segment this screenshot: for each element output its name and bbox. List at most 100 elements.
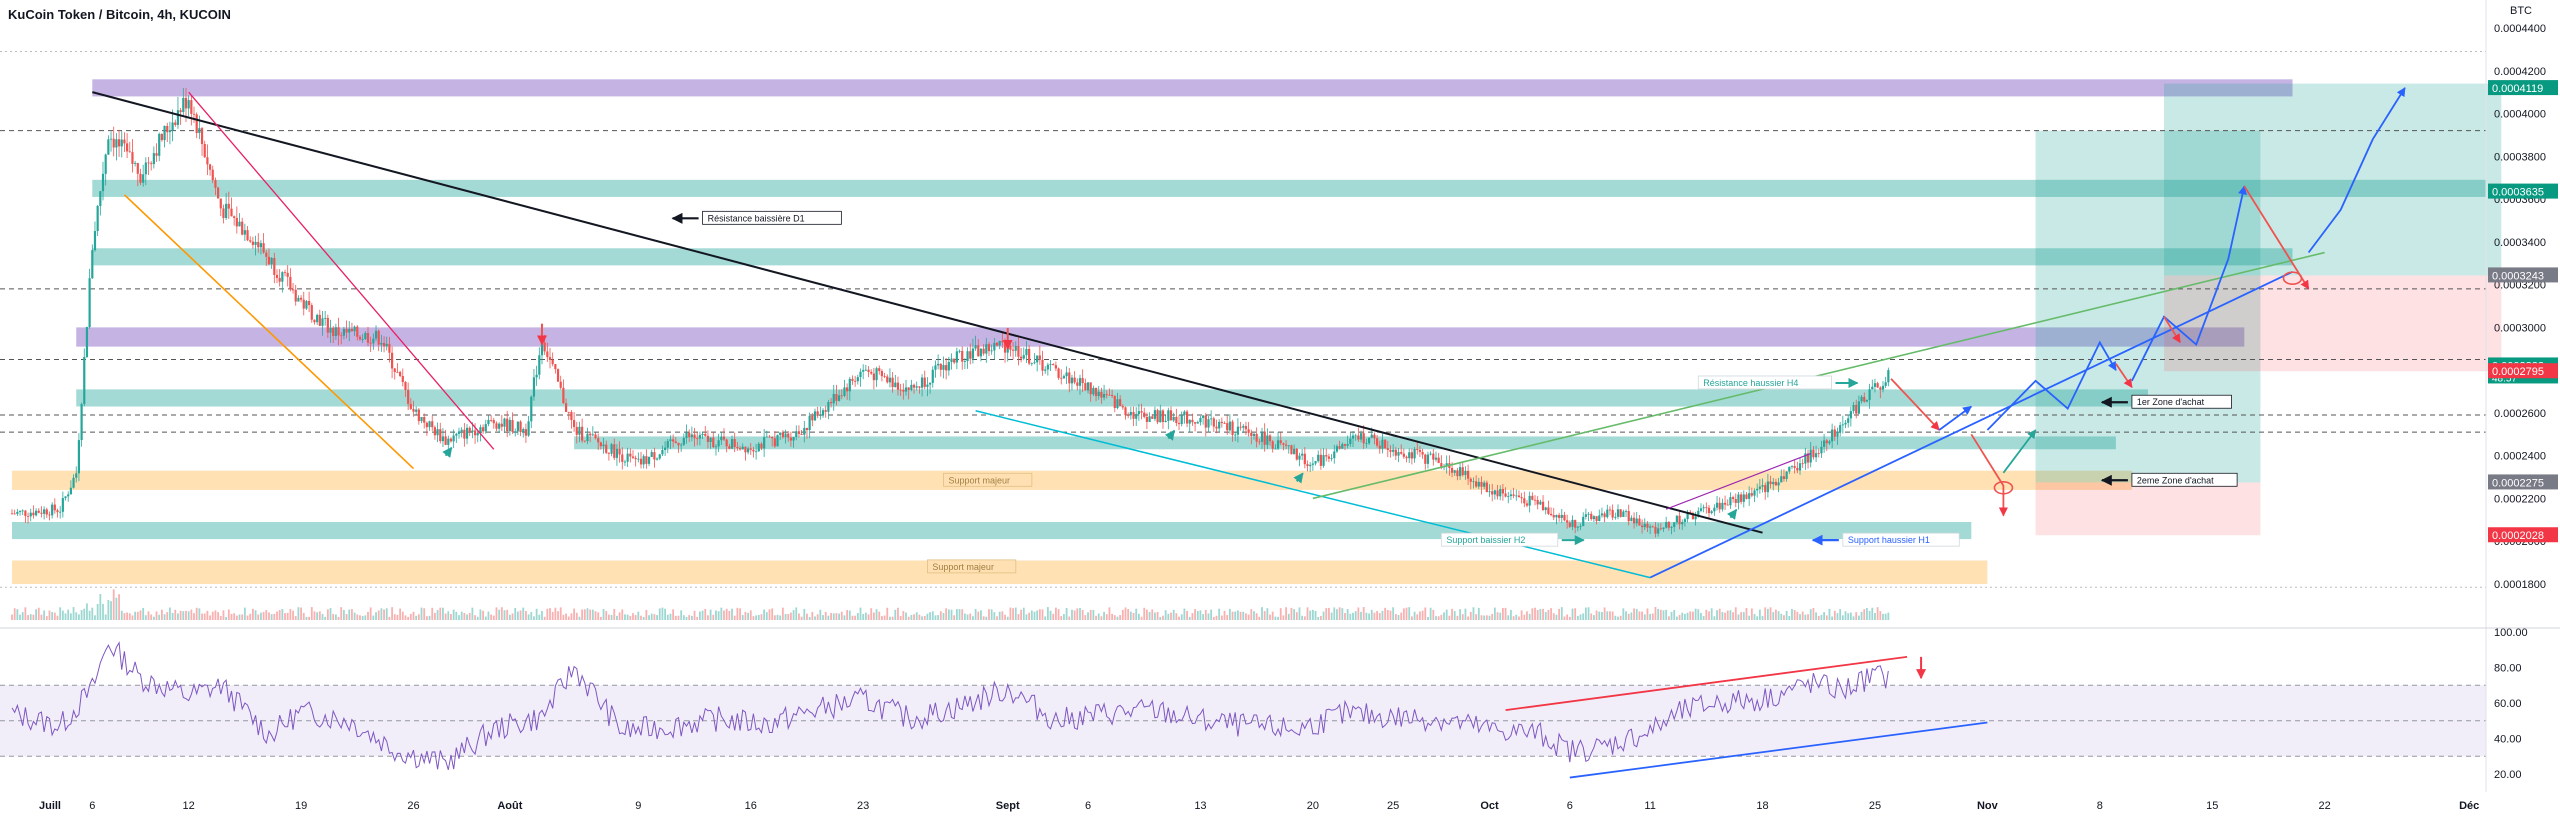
volume-bar [1199,610,1202,620]
time-tick-label: 25 [1869,800,1881,812]
volume-bar [1127,608,1130,620]
volume-bar [88,610,91,620]
candle-body [562,387,565,404]
candle-body [1003,342,1007,353]
volume-bar [492,615,495,620]
candle-body [299,297,303,300]
candle-body [168,130,172,133]
time-tick-label: 23 [857,800,869,812]
volume-bar [198,608,201,620]
volume-bar [1317,616,1320,620]
volume-bar [1022,607,1025,620]
candle-body [602,444,605,447]
volume-bar [160,609,163,620]
volume-bar [840,611,843,620]
candle-body [1649,526,1652,528]
volume-bar [666,614,669,620]
volume-bar [559,607,562,620]
volume-bar [1734,607,1737,620]
volume-bar [1009,607,1012,620]
candle-body [1426,454,1430,464]
volume-bar [1218,608,1221,620]
candle-body [93,231,97,251]
volume-bar [1397,615,1400,620]
volume-bar [1159,616,1162,620]
candle-body [433,427,437,436]
candle-body [581,426,584,441]
candle-body [1646,523,1649,528]
candle-body [800,433,803,435]
candle-body [1512,494,1515,496]
candle-body [1212,418,1215,427]
time-tick-label: Sept [996,800,1020,812]
volume-bar [1852,616,1855,620]
volume-bar [1507,615,1510,620]
volume-bar [1488,615,1491,620]
candle-body [444,436,447,445]
proj-teal-1 [2002,429,2037,474]
volume-bar [953,615,956,620]
volume-bar [222,610,225,620]
volume-bar [345,614,348,620]
volume-bar [51,612,54,620]
volume-bar [69,613,72,620]
long-position-stop-box [2035,482,2261,536]
candle-body [332,327,335,337]
candle-body [1341,444,1344,449]
candle-body [230,208,233,217]
volume-bar [864,612,867,620]
volume-bar [889,616,891,620]
volume-bar [607,614,610,620]
volume-bar [420,607,423,620]
volume-bar [557,611,559,620]
volume-bar [768,609,771,620]
candle-body [18,510,22,512]
volume-bar [575,612,578,620]
volume-bar [843,615,846,620]
candle-body [396,371,399,373]
volume-bar [126,612,128,620]
rsi-tick-label: 100.00 [2494,627,2528,639]
candle-body [594,434,597,439]
volume-bar [1667,616,1670,620]
volume-bar [155,611,158,620]
price-label-text: 0.0002275 [2492,477,2544,489]
candle-body [1354,435,1357,437]
candle-body [883,376,886,377]
price-tick-label: 0.0004000 [2494,109,2546,121]
candle-body [1140,411,1143,413]
volume-bar [1783,615,1785,620]
volume-bar [380,608,383,620]
candle-body [139,173,142,183]
candle-body [1689,511,1692,514]
volume-bar [1370,609,1373,620]
candle-body [1544,507,1547,511]
volume-bar [139,610,142,620]
candle-body [1640,525,1644,528]
candle-body [840,395,843,397]
candle-body [198,128,201,134]
candle-body [1180,415,1183,425]
volume-bar [313,611,316,620]
zone-purple-3 [76,327,2245,347]
time-tick-label: 6 [1085,800,1091,812]
volume-bar [800,616,803,620]
volume-bar [934,615,937,620]
volume-bar [1167,613,1170,620]
volume-bar [1055,607,1057,620]
volume-bar [1502,607,1504,620]
volume-bar [294,616,297,620]
candle-body [990,350,993,352]
volume-bar [278,609,281,620]
volume-bar [1196,611,1199,620]
annotation-5: Support majeur [927,559,1017,574]
candle-body [1697,510,1700,517]
candle-body [1410,452,1413,459]
candle-body [535,374,538,378]
zone-teal-2 [92,248,2293,266]
candle-body [1231,421,1234,435]
candle-body [1555,515,1558,518]
volume-bar [980,610,982,620]
volume-bar [1282,615,1285,620]
